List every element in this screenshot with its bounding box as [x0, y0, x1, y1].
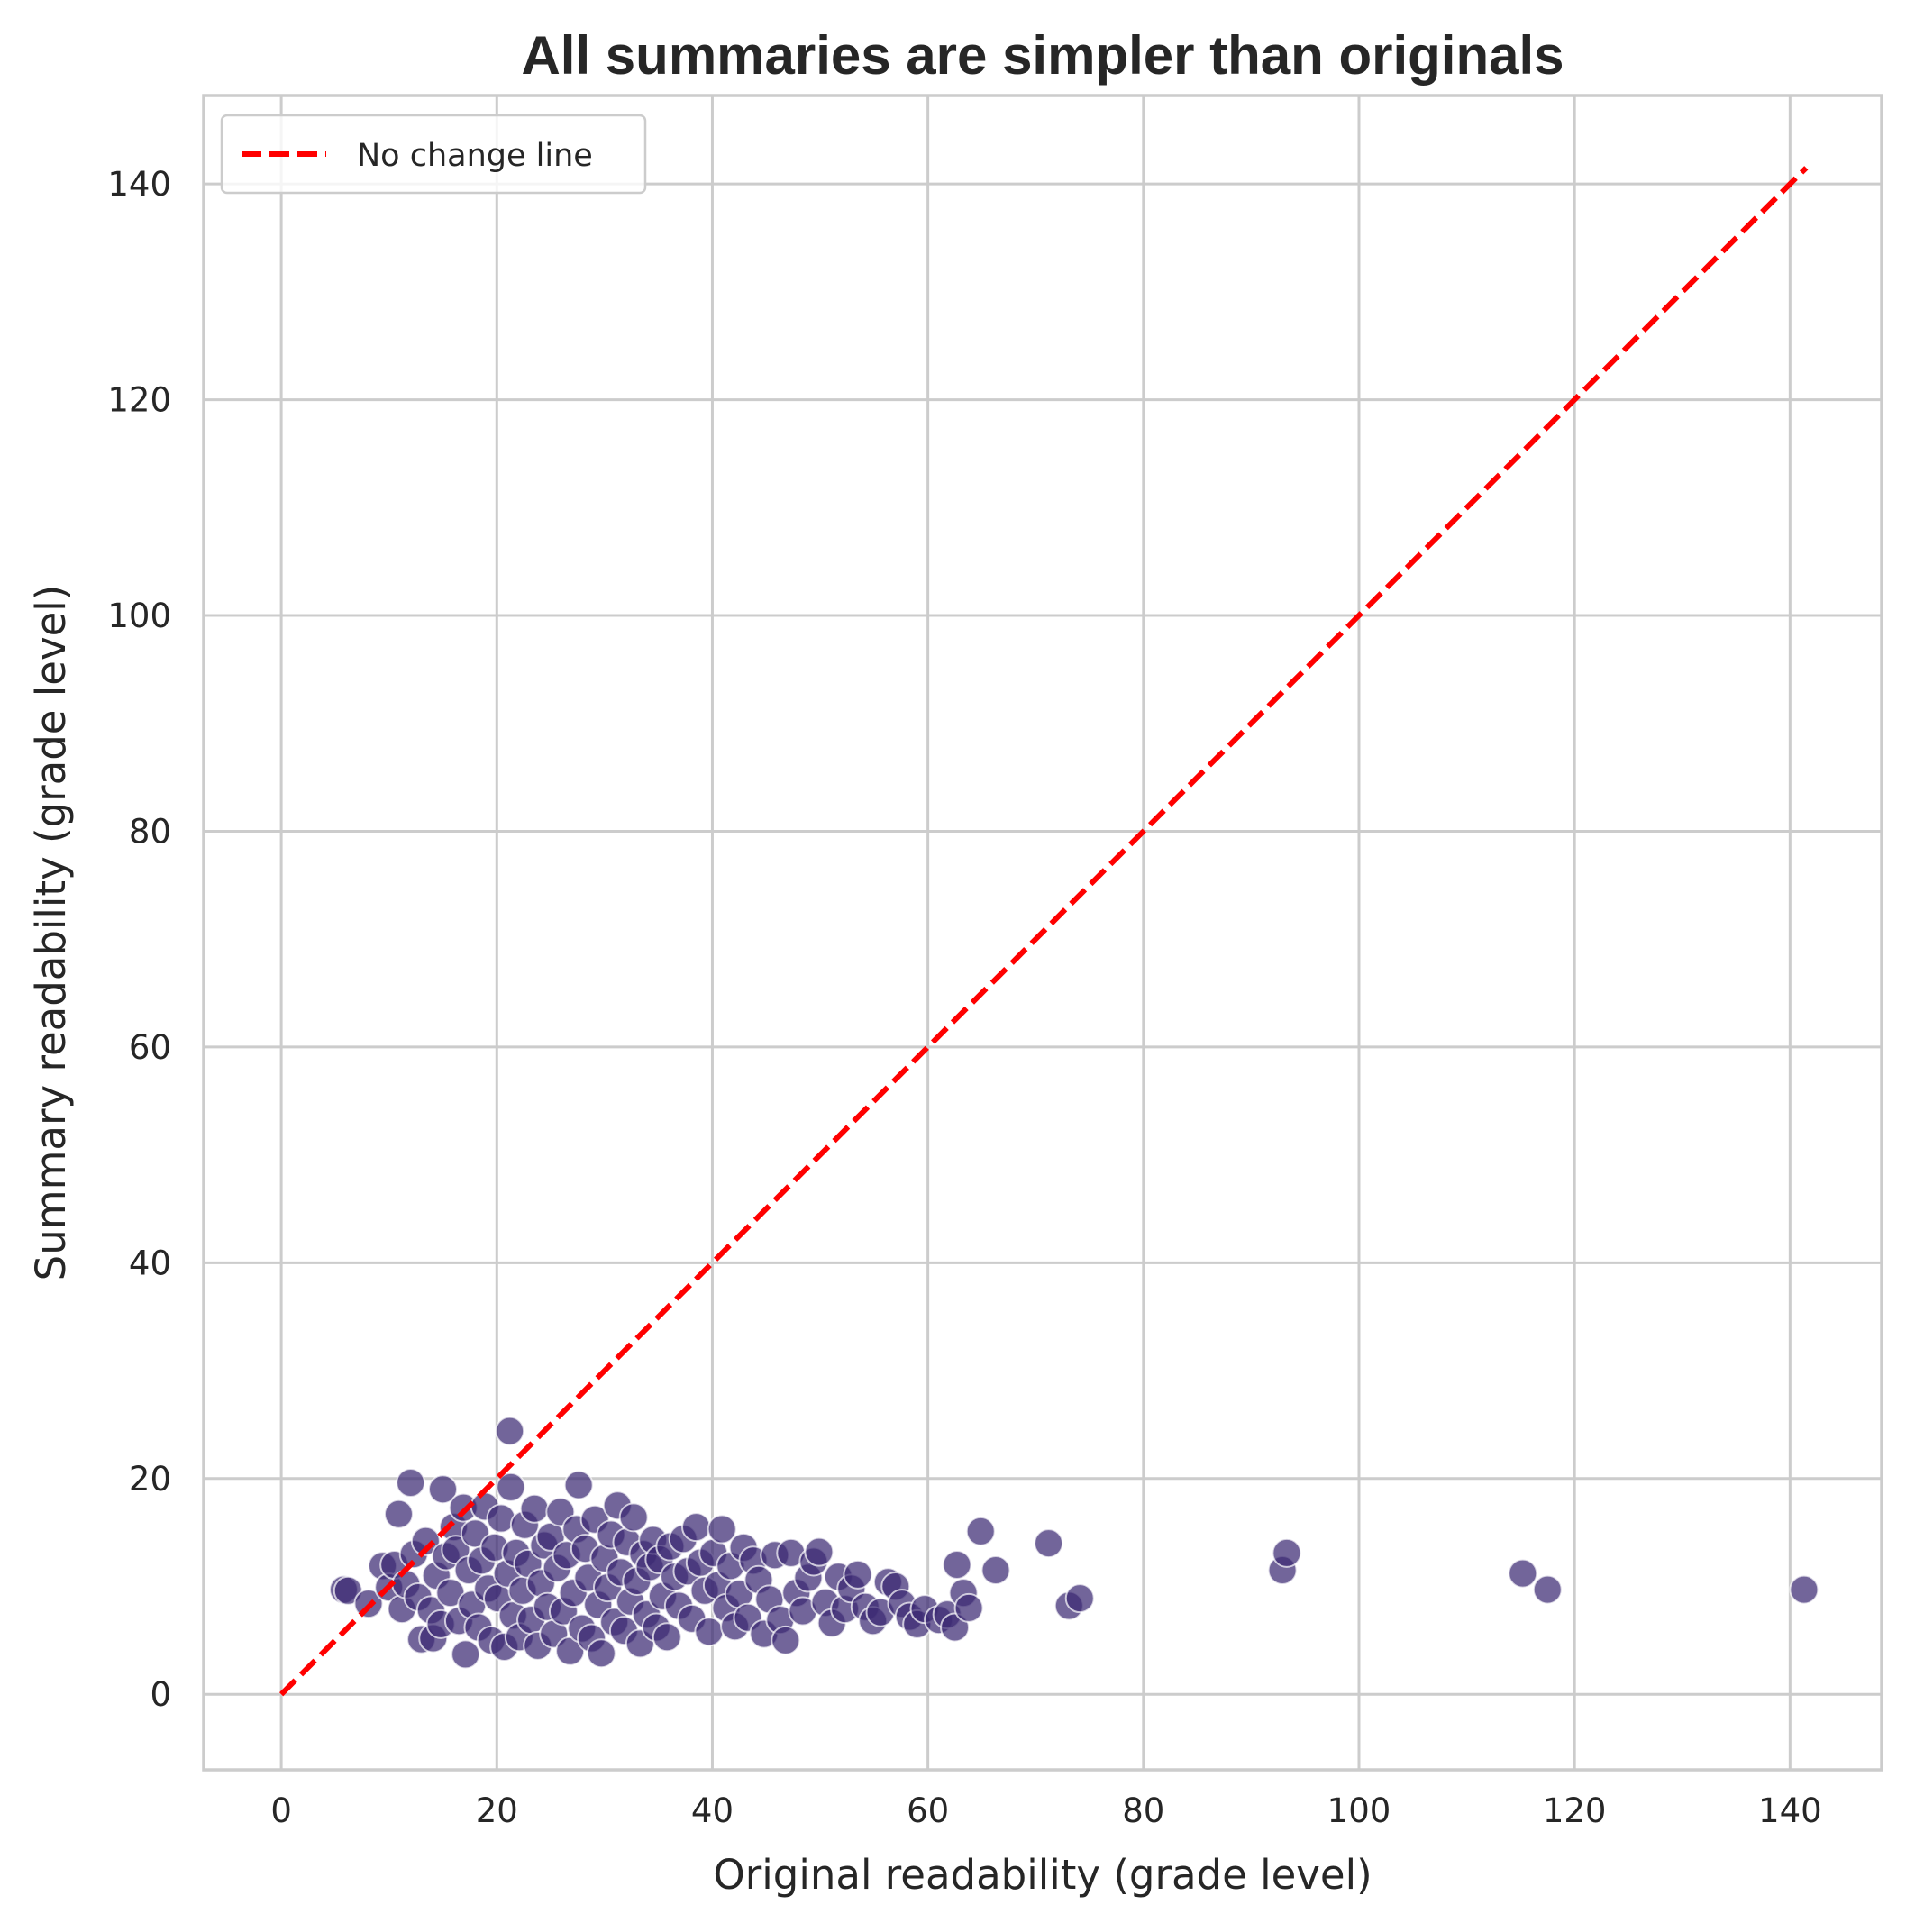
data-point	[1532, 1574, 1563, 1605]
x-tick-label: 140	[1758, 1791, 1822, 1830]
x-tick-label: 20	[476, 1791, 518, 1830]
plot-border	[202, 94, 1883, 1772]
data-point	[427, 1474, 458, 1505]
data-point	[804, 1536, 834, 1567]
data-point	[586, 1638, 616, 1669]
data-point	[694, 1617, 725, 1647]
y-tick-label: 100	[107, 597, 171, 635]
data-point	[1789, 1574, 1819, 1605]
grid	[204, 96, 1882, 1770]
x-axis-label: Original readability (grade level)	[713, 1851, 1372, 1899]
y-tick-label: 140	[107, 165, 171, 204]
y-tick-label: 40	[129, 1244, 171, 1282]
data-point	[953, 1592, 984, 1623]
y-tick-label: 20	[129, 1460, 171, 1499]
data-point	[843, 1559, 873, 1590]
data-points	[328, 1416, 1819, 1670]
data-point	[980, 1555, 1011, 1586]
no-change-line	[278, 166, 1809, 1697]
data-point	[771, 1625, 801, 1655]
data-point	[519, 1493, 550, 1524]
data-point	[495, 1416, 525, 1446]
data-point	[396, 1468, 426, 1499]
data-point	[451, 1639, 481, 1670]
y-tick-label: 120	[107, 381, 171, 420]
x-tick-label: 40	[691, 1791, 734, 1830]
y-tick-label: 60	[129, 1028, 171, 1067]
y-axis-label: Summary readability (grade level)	[27, 585, 75, 1281]
data-point	[942, 1550, 972, 1581]
x-tick-label: 80	[1122, 1791, 1164, 1830]
data-point	[1508, 1558, 1538, 1589]
data-point	[707, 1514, 737, 1545]
data-point	[1064, 1583, 1095, 1614]
data-point	[1272, 1537, 1302, 1568]
x-tick-label: 60	[907, 1791, 949, 1830]
y-tick-label: 0	[150, 1675, 171, 1714]
data-point	[1034, 1528, 1064, 1559]
chart-title: All summaries are simpler than originals	[521, 25, 1564, 86]
data-point	[563, 1470, 594, 1500]
data-point	[383, 1499, 414, 1529]
y-tick-label: 80	[129, 812, 171, 851]
data-point	[410, 1526, 441, 1556]
no-change-line-layer	[278, 166, 1809, 1697]
legend: No change line	[220, 114, 647, 195]
x-tick-label: 0	[270, 1791, 292, 1830]
data-point	[681, 1512, 712, 1543]
data-point	[496, 1472, 526, 1502]
data-point	[652, 1622, 682, 1653]
x-tick-label: 120	[1543, 1791, 1607, 1830]
data-point	[965, 1516, 996, 1546]
legend-label: No change line	[357, 138, 593, 174]
data-point	[618, 1502, 649, 1533]
plot-frame	[202, 94, 1883, 1772]
tick-labels: 0 20 40 60 80 100 120 140 0 20 40 60 80 100 120 140	[107, 165, 1821, 1830]
x-tick-label: 100	[1327, 1791, 1391, 1830]
legend-box	[220, 114, 647, 195]
